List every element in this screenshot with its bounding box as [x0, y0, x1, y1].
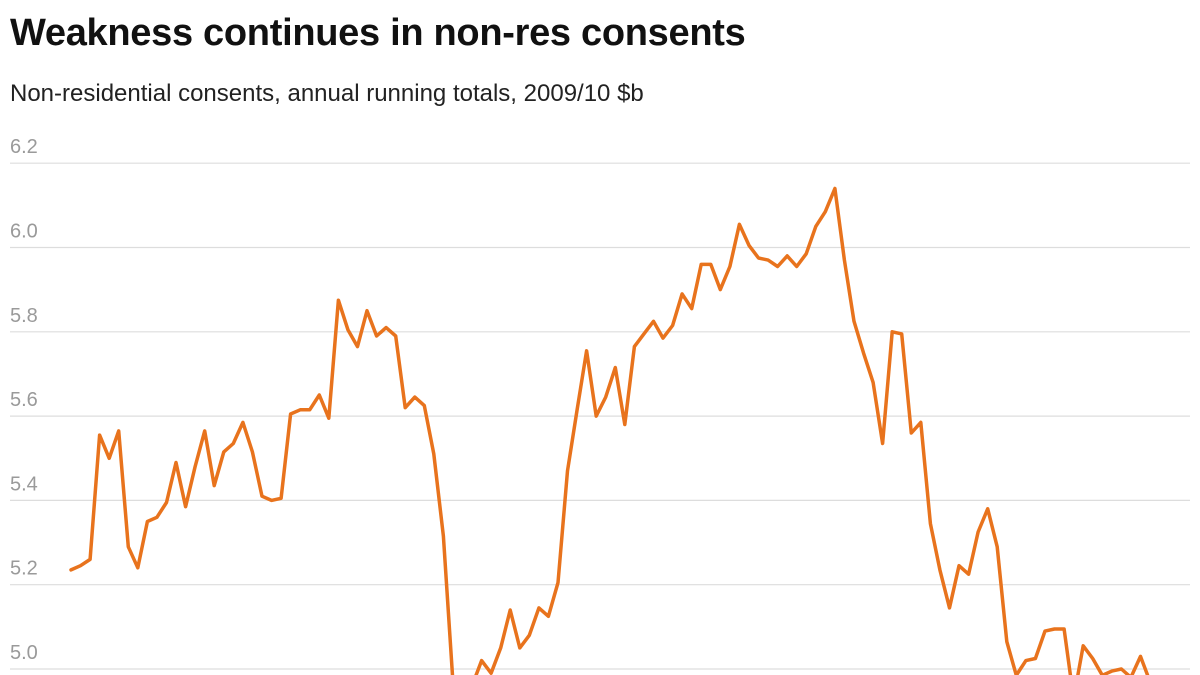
y-tick-label: 6.0 [10, 221, 38, 243]
y-tick-label: 5.4 [10, 473, 38, 495]
grid-lines [10, 162, 1190, 670]
chart-subtitle: Non-residential consents, annual running… [10, 80, 644, 107]
y-tick-label: 5.8 [10, 305, 38, 327]
y-tick-label: 6.2 [10, 136, 38, 158]
y-axis-tick-labels: 5.0 5.2 5.4 5.6 5.8 6.0 6.2 [10, 136, 38, 664]
chart-title: Weakness continues in non-res consents [10, 12, 746, 54]
y-tick-label: 5.6 [10, 389, 38, 411]
series-layer [69, 186, 1150, 675]
series-line [69, 186, 1150, 675]
y-tick-label: 5.0 [10, 642, 38, 664]
y-tick-label: 5.2 [10, 558, 38, 580]
